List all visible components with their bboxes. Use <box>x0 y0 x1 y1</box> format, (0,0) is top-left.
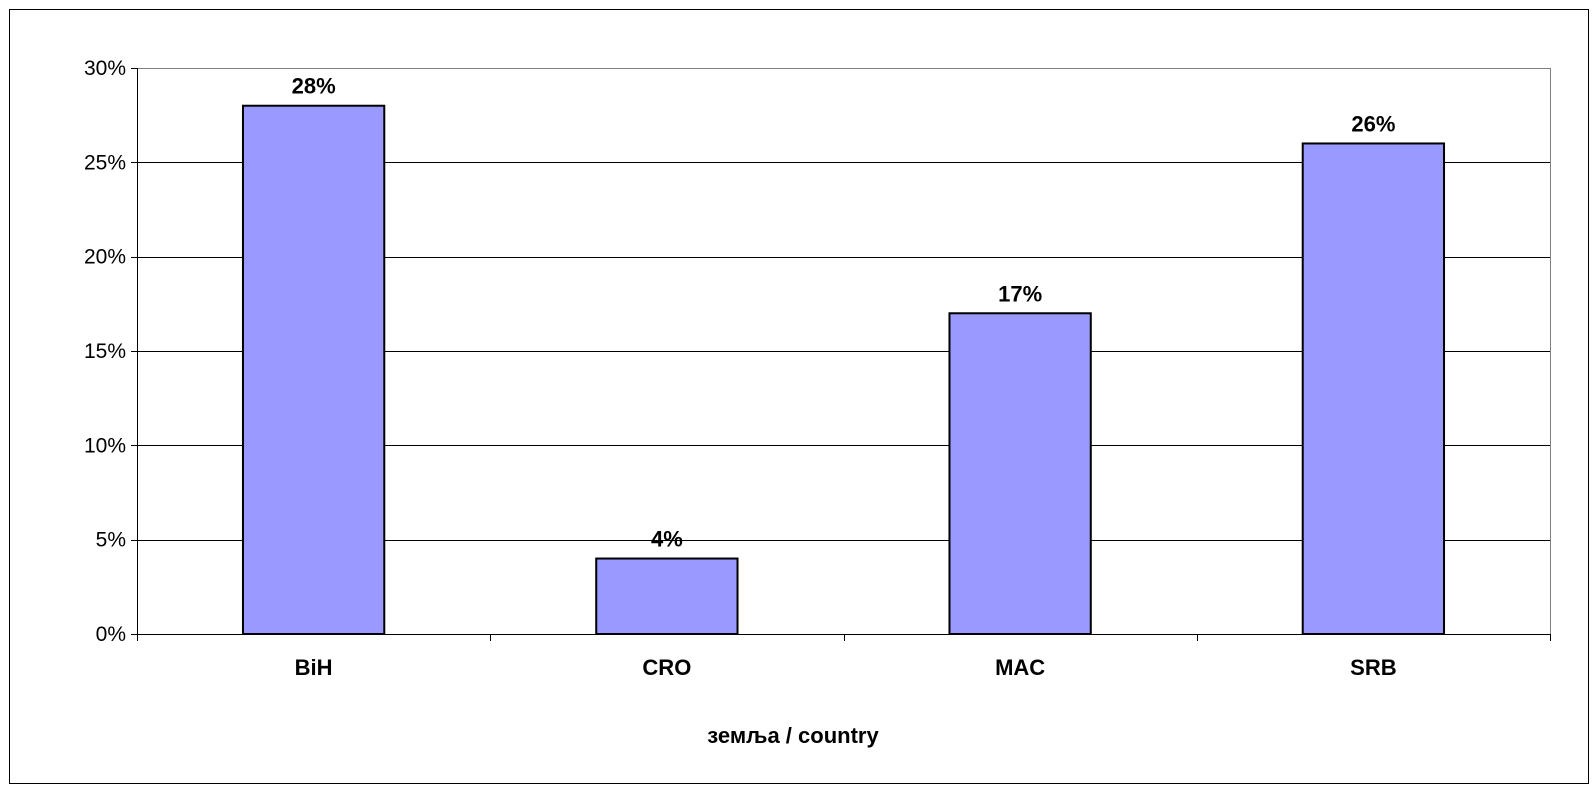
y-tick-labels: 0% 5% 10% 15% 20% 25% 30% <box>84 57 126 646</box>
x-tick-label-mac: MAC <box>995 655 1045 680</box>
x-category-labels: BiH CRO MAC SRB <box>295 655 1397 680</box>
data-label-bih: 28% <box>292 74 336 99</box>
data-label-srb: 26% <box>1351 111 1395 136</box>
data-labels: 28% 4% 17% 26% <box>292 74 1396 552</box>
x-tick-label-cro: CRO <box>642 655 691 680</box>
y-tick-label-20: 20% <box>84 246 126 269</box>
bar-bih <box>241 104 386 635</box>
data-label-cro: 4% <box>651 527 683 552</box>
bar-mac <box>948 312 1092 635</box>
bar-cro <box>595 557 739 635</box>
bar-srb <box>1301 142 1446 635</box>
y-tick-label-30: 30% <box>84 57 126 80</box>
y-tick-label-5: 5% <box>96 529 126 552</box>
bars <box>241 104 1446 635</box>
y-tick-label-0: 0% <box>96 623 126 646</box>
x-axis-title: земља / country <box>707 723 879 748</box>
data-label-mac: 17% <box>998 281 1042 306</box>
y-tick-label-25: 25% <box>84 151 126 174</box>
x-tick-label-bih: BiH <box>295 655 333 680</box>
x-tick-label-srb: SRB <box>1350 655 1396 680</box>
bar-chart: 0% 5% 10% 15% 20% 25% 30% BiH CRO MAC SRB 28% 4% 17… <box>84 57 1551 748</box>
chart-frame: 0% 5% 10% 15% 20% 25% 30% BiH CRO MAC SRB 28% 4% 17… <box>9 9 1589 784</box>
axes <box>131 68 1551 641</box>
y-tick-label-10: 10% <box>84 434 126 457</box>
y-tick-label-15: 15% <box>84 340 126 363</box>
